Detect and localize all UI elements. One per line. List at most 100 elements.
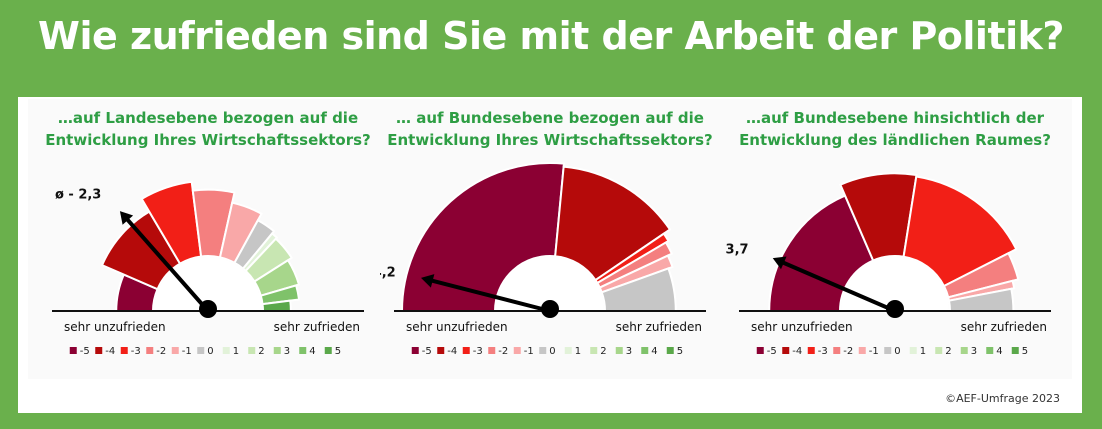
legend-swatch	[411, 347, 419, 354]
legend-swatch	[807, 347, 815, 354]
legend-swatch	[590, 347, 598, 354]
gauge-mean-label: ø - 2,3	[55, 188, 101, 203]
page-title: Wie zufrieden sind Sie mit der Arbeit de…	[38, 14, 1064, 58]
chart-title: …auf Landesebene bezogen auf die Entwick…	[38, 107, 378, 151]
scale-label-right: sehr zufrieden	[616, 320, 702, 334]
legend-label: 1	[233, 346, 239, 357]
gauge-segment--4	[554, 165, 672, 282]
gauge-needle-arrowhead	[772, 256, 787, 270]
legend-swatch	[858, 347, 866, 354]
gauge-mean-label: ø - 3,7	[725, 242, 749, 257]
legend-swatch	[564, 347, 572, 354]
chart-panel-inner: ø - 2,3 sehr unzufrieden sehr zufrieden -5 -…	[28, 99, 1072, 379]
gauge-svg: ø - 2,3 sehr unzufrieden sehr zufrieden -5 -…	[52, 180, 364, 357]
legend-swatch	[69, 347, 77, 354]
chart-title-line-2: Entwicklung des ländlichen Raumes?	[739, 131, 1051, 149]
legend-swatch	[95, 347, 103, 354]
legend-swatch	[437, 347, 445, 354]
gauge-needle-arrowhead	[119, 211, 134, 225]
legend-label: -5	[422, 346, 432, 357]
legend-swatch	[462, 347, 470, 354]
legend-swatch	[324, 347, 332, 354]
chart-title-line-1: …auf Bundesebene hinsichtlich der	[745, 109, 1045, 127]
gauge-mean-label: ø - 4,2	[380, 265, 396, 280]
legend-label: -3	[818, 346, 828, 357]
scale-label-left: sehr unzufrieden	[64, 320, 166, 334]
legend-label: -1	[182, 346, 192, 357]
legend-swatch	[299, 347, 307, 354]
gauge-hub	[154, 257, 262, 311]
gauge-pivot	[199, 300, 217, 318]
legend-label: 1	[920, 346, 926, 357]
scale-label-left: sehr unzufrieden	[406, 320, 508, 334]
legend-label: 5	[677, 346, 683, 357]
legend-swatch	[248, 347, 256, 354]
legend-swatch	[120, 347, 128, 354]
legend-swatch	[935, 347, 943, 354]
legend-label: 5	[1022, 346, 1028, 357]
legend-label: 4	[651, 346, 657, 357]
gauge-needle	[781, 260, 897, 313]
gauge-pivot	[886, 300, 904, 318]
legend-label: 4	[996, 346, 1002, 357]
legend-swatch	[273, 347, 281, 354]
gauge-hub	[496, 257, 604, 311]
legend-label: 1	[575, 346, 581, 357]
legend-swatch	[222, 347, 230, 354]
gauge-segment--4	[839, 172, 918, 262]
legend-label: -3	[473, 346, 483, 357]
gauge-pivot	[541, 300, 559, 318]
gauge-svg: ø - 4,2 sehr unzufrieden sehr zufrieden -5 -…	[380, 162, 706, 357]
legend-swatch	[833, 347, 841, 354]
legend-swatch	[666, 347, 674, 354]
legend-swatch	[615, 347, 623, 354]
chart-title-line-1: … auf Bundesebene bezogen auf die	[396, 109, 704, 127]
gauge-segment--5	[400, 162, 566, 312]
legend-swatch	[909, 347, 917, 354]
chart-title-line-2: Entwicklung Ihres Wirtschaftssektors?	[387, 131, 713, 149]
scale-label-right: sehr zufrieden	[274, 320, 360, 334]
legend-label: 0	[894, 346, 900, 357]
legend-label: 3	[626, 346, 632, 357]
legend-swatch	[1011, 347, 1019, 354]
legend-swatch	[960, 347, 968, 354]
legend-label: 3	[284, 346, 290, 357]
legend-label: -4	[105, 346, 115, 357]
gauge-needle-arrowhead	[420, 274, 435, 288]
legend-label: -4	[447, 346, 457, 357]
chart-title: …auf Bundesebene hinsichtlich der Entwic…	[725, 107, 1065, 151]
legend-swatch	[513, 347, 521, 354]
legend-swatch	[641, 347, 649, 354]
legend-label: 0	[207, 346, 213, 357]
gauge-segment--3	[140, 180, 203, 266]
gauge-chart-landesebene: ø - 2,3 sehr unzufrieden sehr zufrieden -5 -…	[38, 99, 378, 369]
legend-label: -2	[156, 346, 166, 357]
gauge-segment--3	[902, 175, 1018, 288]
legend-swatch	[539, 347, 547, 354]
legend-label: -4	[792, 346, 802, 357]
legend-label: -5	[767, 346, 777, 357]
legend-label: 2	[600, 346, 606, 357]
legend-label: -1	[524, 346, 534, 357]
chart-title-line-1: …auf Landesebene bezogen auf die	[57, 109, 359, 127]
legend-swatch	[171, 347, 179, 354]
gauge-chart-bundesebene-laendlich: ø - 3,7 sehr unzufrieden sehr zufrieden -5 -…	[725, 99, 1065, 369]
legend-label: 5	[335, 346, 341, 357]
gauge-chart-bundesebene-wirtschaft: ø - 4,2 sehr unzufrieden sehr zufrieden -5 -…	[380, 99, 720, 369]
legend-label: -3	[131, 346, 141, 357]
legend-swatch	[756, 347, 764, 354]
legend-swatch	[986, 347, 994, 354]
gauge-segment--5	[768, 194, 875, 312]
chart-title: … auf Bundesebene bezogen auf die Entwic…	[380, 107, 720, 151]
legend-swatch	[884, 347, 892, 354]
legend-label: 2	[258, 346, 264, 357]
legend-swatch	[197, 347, 205, 354]
legend-swatch	[488, 347, 496, 354]
legend-label: -5	[80, 346, 90, 357]
gauge-needle	[430, 278, 552, 313]
legend-label: -2	[498, 346, 508, 357]
legend-label: 0	[549, 346, 555, 357]
legend-swatch	[782, 347, 790, 354]
scale-label-left: sehr unzufrieden	[751, 320, 853, 334]
